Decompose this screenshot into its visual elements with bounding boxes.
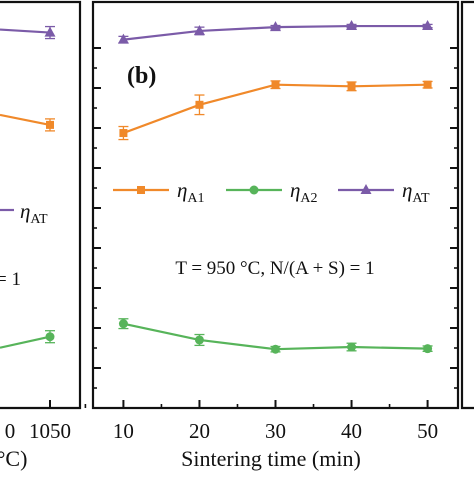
legend-label-a1: ηA1	[177, 178, 205, 206]
left-series-line-circle	[0, 335, 51, 349]
panel-b-point-a2-2	[271, 344, 280, 354]
left-x-tick-label-1: 1050	[29, 419, 71, 443]
legend-marker-at	[360, 184, 372, 194]
panel-b-point-a1-4	[423, 80, 432, 89]
left-point-triangle	[44, 26, 56, 37]
panel-b-point-a2-4	[423, 344, 433, 354]
panel-b-point-a1-2	[271, 80, 280, 89]
left-point-square	[46, 120, 54, 129]
panel-b-series	[117, 20, 434, 354]
panel-b-point-a1-3	[347, 82, 356, 91]
legend-symbol-at: η	[402, 178, 412, 202]
panel-b-point-at-1	[193, 24, 205, 35]
panel-b-point-a1-1	[195, 100, 204, 109]
legend-symbol-a1: η	[177, 178, 187, 202]
panel-b-x-ticks: 10 20 30 40 50	[84, 400, 438, 443]
panel-b-point-at-0	[117, 33, 129, 44]
left-x-tick-label-0: 0	[5, 419, 16, 443]
panel-b-x-tick-label-2: 30	[265, 419, 286, 443]
left-panel-frame	[0, 0, 82, 410]
panel-b-x-tick-label-0: 10	[113, 419, 134, 443]
left-series-line-triangle	[0, 28, 51, 34]
panel-b-point-at-2	[270, 21, 281, 32]
panel-b-tag: (b)	[127, 63, 156, 89]
panel-b-point-at-4	[422, 20, 434, 31]
panel-b-x-axis-title: Sintering time (min)	[181, 446, 361, 471]
panel-b-point-a1-0	[119, 129, 128, 138]
left-x-axis-title-fragment: °C)	[0, 446, 27, 471]
panel-b-point-a2-0	[118, 319, 128, 329]
panel-b-y-ticks	[93, 47, 458, 389]
legend-subscript-at: AT	[412, 191, 430, 206]
left-legend-symbol: η	[20, 199, 30, 223]
left-legend-fragment: ηAT	[20, 199, 48, 227]
left-legend-sub: AT	[30, 212, 48, 227]
panel-b-x-tick-label-4: 50	[417, 419, 438, 443]
left-legend-label: ηAT	[20, 199, 48, 227]
legend-marker-a1	[137, 186, 145, 194]
legend-label-a2: ηA2	[290, 178, 318, 206]
left-panel-series	[0, 25, 56, 408]
legend-marker-a2	[249, 185, 259, 195]
panel-b-annotation: T = 950 °C, N/(A + S) = 1	[175, 258, 374, 279]
panel-b-series-line-a1	[123, 83, 428, 135]
left-annotation-fragment: = 1	[0, 269, 21, 290]
panel-b: 10 20 30 40 50 (b) T = 950 °C, N/(A + S) = 1…	[84, 0, 460, 471]
left-series-line-square	[0, 113, 51, 126]
panel-b-x-tick-label-1: 20	[189, 419, 210, 443]
panel-b-point-a2-1	[194, 335, 204, 345]
legend-subscript-a1: A1	[187, 191, 204, 206]
panel-b-legend: ηA1 ηA2 ηAT	[113, 178, 430, 206]
left-point-circle	[45, 332, 55, 342]
panel-b-x-tick-label-3: 40	[341, 419, 362, 443]
right-panel-frame	[460, 0, 474, 410]
right-panel-sliver	[460, 0, 474, 410]
panel-b-point-at-3	[346, 20, 358, 31]
panel-b-point-a2-3	[347, 342, 357, 352]
legend-subscript-a2: A2	[300, 191, 317, 206]
legend-symbol-a2: η	[290, 178, 300, 202]
legend-label-at: ηAT	[402, 178, 430, 206]
left-panel: 0 1050 °C) = 1 ηAT	[0, 0, 82, 471]
